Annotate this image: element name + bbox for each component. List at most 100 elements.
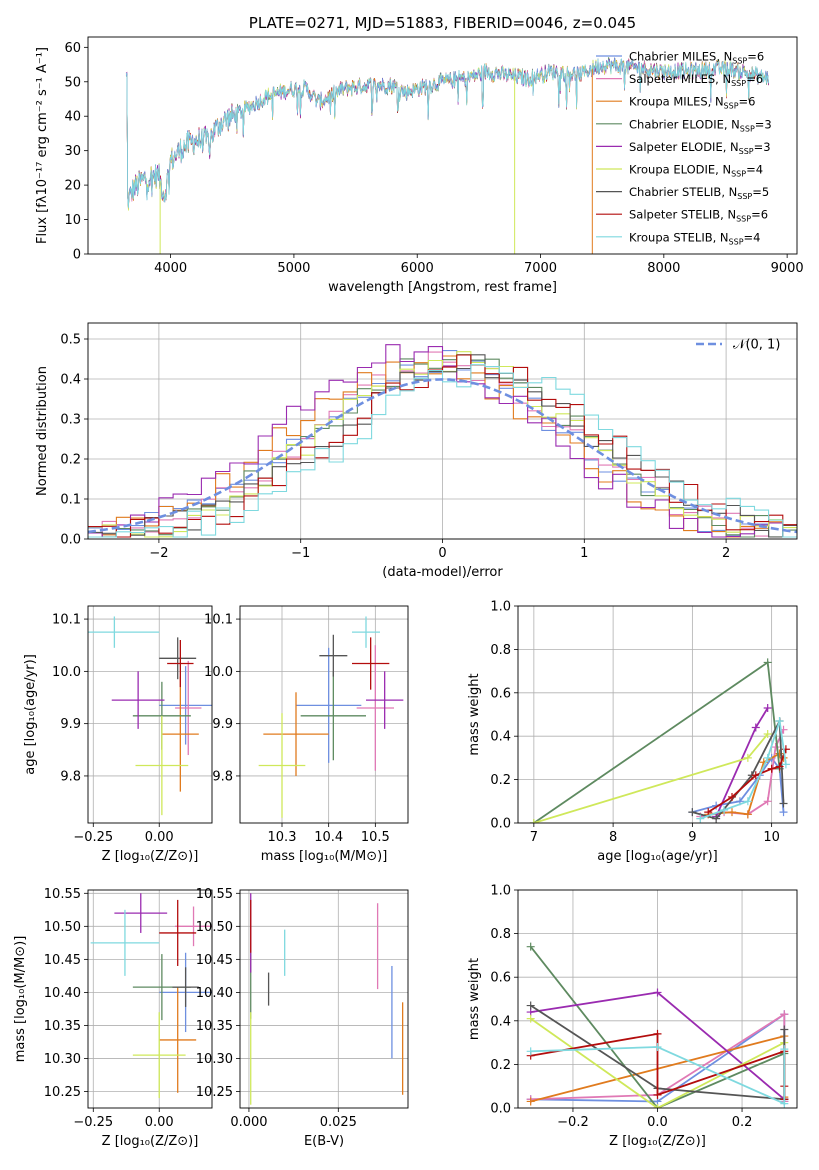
y-tick-label: 9.8 — [60, 769, 81, 784]
axes-frame — [87, 605, 213, 824]
axes-frame — [239, 605, 409, 824]
y-tick-label: 10.55 — [44, 887, 81, 902]
y-tick-label: 10.0 — [204, 665, 233, 680]
weight-point-se — [653, 988, 662, 997]
legend-label-sub: SSP — [737, 192, 752, 201]
legend-label: Kroupa STELIB, NSSP=4 — [629, 230, 760, 246]
x-tick-label: 10.5 — [361, 830, 390, 845]
y-tick-label: 0.8 — [490, 643, 511, 658]
weight-point-sm — [763, 797, 772, 806]
y-tick-label: 40 — [64, 110, 81, 125]
weight-point-ks — [780, 1099, 789, 1108]
axes-frame — [87, 889, 213, 1109]
y-axis-label: mass [log₁₀(M/M⊙)] — [13, 936, 28, 1063]
y-tick-label: 0.1 — [60, 493, 81, 508]
legend-label-tail: =3 — [754, 140, 771, 154]
y-tick-label: 10.55 — [196, 887, 233, 902]
x-axis-label: mass [log₁₀(M/M⊙)] — [261, 849, 388, 864]
x-tick-label: 8 — [609, 830, 617, 845]
weight-point-se — [751, 723, 760, 732]
x-axis-label: Z [log₁₀(Z/Z⊙)] — [102, 849, 199, 864]
weight-point-ks — [696, 814, 705, 823]
weight-point-sm — [780, 1010, 789, 1019]
plot-area-residuals — [88, 344, 797, 538]
y-tick-label: 0.2 — [490, 773, 511, 788]
x-axis-label: (data-model)/error — [382, 565, 503, 580]
y-tick-label: 1.0 — [490, 600, 511, 615]
normal-curve — [88, 378, 797, 534]
weight-point-km — [526, 1097, 535, 1106]
y-axis-label: mass weight — [467, 673, 482, 755]
legend-label-text: Kroupa STELIB, N — [629, 230, 729, 244]
panel-weight_age: 7 8 9 10 0.0 0.2 0.4 0.6 0.8 1.0 age [log₁₀(age/yr… — [467, 600, 798, 864]
legend-label: Chabrier ELODIE, NSSP=3 — [629, 117, 772, 133]
y-tick-label: 10.1 — [52, 613, 81, 628]
y-tick-label: 10.35 — [44, 1019, 81, 1034]
weight-point-ks — [743, 797, 752, 806]
plot-area-mass_Z — [90, 893, 212, 1099]
legend-label: Salpeter STELIB, NSSP=6 — [629, 208, 768, 224]
weight-point-ke — [743, 753, 752, 762]
weight-point-ss — [704, 808, 713, 817]
weight-point-ke — [763, 730, 772, 739]
x-tick-label: −2 — [149, 546, 168, 561]
y-tick-label: 0.2 — [60, 453, 81, 468]
y-tick-label: 0.0 — [60, 533, 81, 548]
x-tick-label: 0.00 — [145, 830, 174, 845]
y-tick-label: 0.8 — [490, 927, 511, 942]
weight-point-ke — [529, 819, 538, 823]
legend-label: Kroupa ELODIE, NSSP=4 — [629, 163, 763, 179]
chart-title: PLATE=0271, MJD=51883, FIBERID=0046, z=0… — [249, 14, 636, 32]
x-axis-label: wavelength [Angstrom, rest frame] — [328, 280, 557, 295]
y-tick-label: 10.30 — [196, 1052, 233, 1067]
histogram-cm — [88, 350, 797, 538]
x-tick-label: 0.000 — [230, 1115, 267, 1130]
histogram-ks — [88, 364, 797, 538]
y-tick-label: 0.4 — [490, 1014, 511, 1029]
weight-point-ss — [653, 1029, 662, 1038]
weight-point-ss — [775, 762, 784, 771]
legend-label: Salpeter MILES, NSSP=6 — [629, 72, 763, 88]
x-tick-label: 5000 — [277, 261, 310, 276]
y-tick-label: 0.2 — [490, 1058, 511, 1073]
y-tick-label: 0.4 — [490, 730, 511, 745]
y-tick-label: 60 — [64, 41, 81, 56]
x-tick-label: 4000 — [154, 261, 187, 276]
y-tick-label: 9.8 — [212, 769, 233, 784]
x-tick-label: 6000 — [401, 261, 434, 276]
weight-point-ks — [720, 805, 729, 814]
legend-label-text: Salpeter MILES, N — [629, 72, 731, 86]
legend-label-text: Chabrier ELODIE, N — [629, 117, 740, 131]
y-tick-label: 10.25 — [44, 1085, 81, 1100]
y-tick-label: 1.0 — [490, 884, 511, 899]
y-tick-label: 10.45 — [44, 953, 81, 968]
weight-line-ss — [707, 748, 787, 813]
panel-age_Z: −0.25 0.00 9.8 9.9 10.0 10.1 Z [log₁₀(Z/Z⊙)] ag… — [23, 605, 213, 864]
y-tick-label: 0.6 — [490, 686, 511, 701]
grid-mass_ebv — [240, 890, 408, 1108]
legend-label: Kroupa MILES, NSSP=6 — [629, 95, 755, 111]
grid-age_Z — [88, 606, 212, 823]
x-tick-label: 9000 — [771, 261, 804, 276]
histogram-ss — [88, 354, 797, 538]
y-tick-label: 10.40 — [44, 986, 81, 1001]
legend-label: Chabrier MILES, NSSP=6 — [629, 50, 764, 66]
axes-frame — [87, 36, 798, 255]
legend-label-text: Chabrier STELIB, N — [629, 185, 737, 199]
legend-label-sub: SSP — [740, 124, 755, 133]
weight-line-ks — [699, 720, 787, 820]
legend-label-text: Chabrier MILES, N — [629, 50, 732, 64]
plot-area-spectrum — [125, 57, 769, 254]
x-axis-label: age [log₁₀(age/yr)] — [597, 849, 718, 864]
weight-point-ce — [526, 942, 535, 951]
y-tick-label: 9.9 — [60, 717, 81, 732]
x-tick-label: 0.2 — [732, 1115, 753, 1130]
histogram-ke — [88, 351, 797, 538]
panel-mass_ebv: 0.000 0.025 10.25 10.30 10.35 10.40 10.45 10.50… — [196, 887, 409, 1149]
grid-age_mass — [240, 606, 408, 823]
weight-point-cs — [780, 1025, 789, 1034]
weight-line-ks — [530, 1046, 786, 1105]
legend-label-text: Salpeter ELODIE, N — [629, 140, 739, 154]
